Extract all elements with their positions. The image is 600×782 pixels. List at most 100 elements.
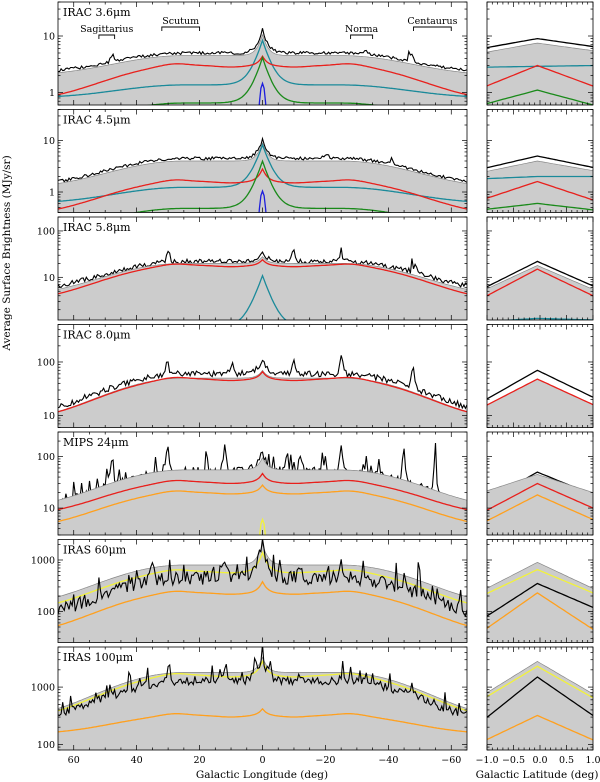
- latitude-plot: [487, 260, 593, 320]
- panel: 10 100 MIPS 24μm: [37, 431, 594, 536]
- model-fill: [58, 657, 467, 750]
- series-line: [487, 268, 593, 297]
- panel: 100 1000 IRAS 60μm: [31, 539, 594, 643]
- series-line: [258, 81, 267, 105]
- model-fill: [487, 661, 593, 750]
- model-line: [487, 160, 593, 172]
- model-fill: [487, 265, 593, 320]
- series-line: [487, 592, 593, 630]
- model-fill: [58, 142, 467, 213]
- y-tick-label: 10: [43, 504, 55, 515]
- model-line: [58, 256, 467, 290]
- model-line: [58, 141, 467, 184]
- y-tick-label: 10: [43, 273, 55, 284]
- longitude-plot: [58, 28, 467, 105]
- y-tick-label: 100: [37, 357, 55, 368]
- y-tick-label: 1000: [31, 555, 55, 566]
- model-line: [58, 33, 467, 74]
- model-line: [487, 660, 593, 695]
- panel-title: IRAS 100μm: [63, 651, 134, 664]
- series-line: [132, 159, 393, 213]
- latitude-plot: [487, 562, 593, 643]
- x-tick-label: 1.0: [585, 755, 600, 766]
- series-line: [487, 582, 593, 617]
- series-line: [58, 539, 467, 618]
- y-tick-label: 1: [49, 88, 55, 99]
- series-line: [58, 167, 467, 210]
- x-tick-label: −0.5: [502, 755, 525, 766]
- model-fill: [487, 562, 593, 643]
- series-line: [238, 273, 287, 320]
- series-line: [487, 378, 593, 406]
- latitude-plot: [487, 471, 593, 535]
- x-tick-label: 0.5: [559, 755, 574, 766]
- model-fill: [487, 43, 593, 105]
- series-line: [58, 370, 467, 413]
- y-tick-label: 1000: [31, 683, 55, 694]
- series-line: [487, 155, 593, 169]
- series-line: [146, 55, 379, 105]
- series-line: [487, 494, 593, 522]
- series-line: [58, 258, 467, 295]
- model-fill: [487, 474, 593, 535]
- panel-title: IRAC 4.5μm: [63, 114, 131, 127]
- y-tick-label: 10: [43, 31, 55, 42]
- series-line: [487, 89, 593, 105]
- panel-title: IRAC 8.0μm: [63, 329, 131, 342]
- series-line: [58, 28, 467, 73]
- x-tick-label: 0: [259, 755, 265, 766]
- latitude-plot: [487, 37, 593, 105]
- y-tick-label: 100: [37, 607, 55, 618]
- model-line: [487, 562, 593, 589]
- region-label: Centaurus: [407, 16, 457, 27]
- panel: 10 100 IRAC 5.8μm: [37, 216, 594, 321]
- region-label: Scutum: [162, 16, 199, 27]
- x-tick-label: 20: [194, 755, 206, 766]
- series-line: [58, 647, 467, 717]
- longitude-plot: [58, 442, 467, 535]
- y-tick-label: 100: [37, 226, 55, 237]
- model-line: [58, 656, 467, 709]
- x-axis-title-latitude: Galactic Latitude (deg): [476, 769, 599, 781]
- series-line: [487, 37, 593, 49]
- model-line: [58, 369, 467, 412]
- model-fill: [58, 544, 467, 643]
- longitude-plot: [58, 355, 467, 428]
- panel-title: IRAC 5.8μm: [63, 221, 131, 234]
- x-tick-label: −20: [315, 755, 335, 766]
- series-line: [487, 202, 593, 211]
- series-line: [259, 517, 266, 535]
- series-line: [58, 659, 467, 712]
- model-fill: [487, 379, 593, 428]
- panel: 100 1000 IRAS 100μm 60 40 20 0 −20 −40 −60 −1.0 −0.…: [31, 646, 600, 766]
- x-tick-label: 60: [68, 755, 80, 766]
- series-line: [58, 355, 467, 410]
- panel: 1 10 IRAC 3.6μm Sagittarius Scutum Norma Centa…: [43, 1, 594, 106]
- series-line: [58, 707, 467, 733]
- series-line: [58, 136, 467, 183]
- model-line: [58, 456, 467, 501]
- model-fill: [58, 256, 467, 320]
- y-tick-label: 100: [37, 452, 55, 463]
- region-annotation: Centaurus: [407, 16, 458, 31]
- series-line: [258, 189, 267, 213]
- region-annotation: Scutum: [161, 16, 201, 31]
- series-line: [58, 247, 467, 289]
- series-line: [487, 369, 593, 400]
- panel-title: IRAC 3.6μm: [63, 6, 131, 19]
- series-line: [487, 482, 593, 511]
- model-fill: [487, 161, 593, 213]
- y-tick-label: 1: [49, 188, 55, 199]
- series-line: [487, 180, 593, 201]
- series-line: [58, 484, 467, 523]
- x-tick-label: 0.0: [532, 755, 547, 766]
- series-line: [487, 665, 593, 699]
- series-line: [487, 175, 593, 180]
- latitude-plot: [487, 155, 593, 213]
- series-line: [58, 143, 467, 202]
- panel-title: MIPS 24μm: [63, 436, 129, 449]
- x-tick-label: −1.0: [475, 755, 498, 766]
- model-line: [487, 42, 593, 53]
- series-line: [58, 38, 467, 98]
